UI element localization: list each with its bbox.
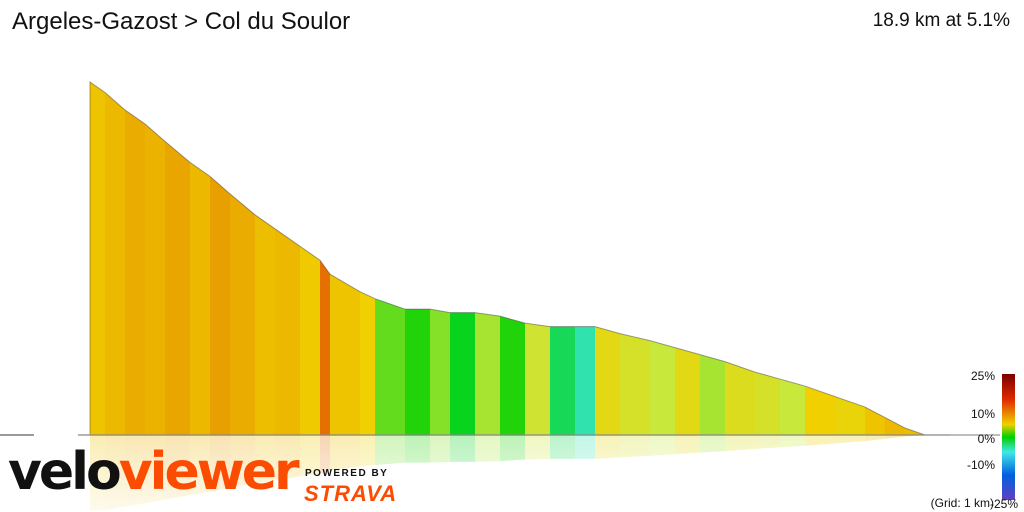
gradient-legend-bar [1002,374,1015,500]
gradient-segment-29 [725,361,755,435]
logo-accent: viewer [118,442,300,502]
gradient-segment-26 [650,340,675,435]
gradient-segment-13 [330,274,360,435]
gradient-segment-36 [905,428,925,435]
gradient-segment-18 [450,312,475,435]
gradient-segment-30 [755,372,780,435]
gradient-segment-21 [525,323,550,435]
gradient-segment-33 [835,396,865,435]
gradient-segment-9 [255,214,275,435]
gradient-segment-10 [275,228,300,435]
gradient-segment-24 [595,326,620,435]
gradient-segment-35 [885,417,905,435]
gradient-segment-16 [405,309,430,435]
powered-by-label: POWERED BY [305,468,389,479]
route-summary: 18.9 km at 5.1% [872,10,1010,31]
veloviewer-logo: veloviewer [8,446,300,498]
logo-main: velo [8,442,122,502]
gradient-segment-22 [550,326,575,435]
grid-note: (Grid: 1 km) [930,496,994,510]
gradient-segment-4 [145,123,165,435]
gradient-segment-19 [475,312,500,435]
legend-label-10: 10% [971,407,995,421]
reflection-fade [0,436,1024,512]
gradient-segment-12 [320,260,330,435]
gradient-segment-34 [865,407,885,435]
gradient-segment-23 [575,326,595,435]
gradient-segment-20 [500,316,525,435]
gradient-segment-25 [620,333,650,435]
gradient-segment-15 [375,298,405,435]
route-title: Argeles-Gazost > Col du Soulor [12,8,351,35]
gradient-segment-1 [90,82,105,435]
legend-label-0: 0% [978,432,996,446]
gradient-segment-27 [675,347,700,435]
gradient-segment-31 [780,379,805,435]
gradient-segment-28 [700,354,725,435]
gradient-segment-11 [300,246,320,435]
gradient-segment-5 [165,141,190,436]
gradient-segment-7 [210,176,230,435]
gradient-segment-3 [125,109,145,436]
legend-label-minus25: -25% [990,497,1018,511]
gradient-bars [90,82,925,436]
strava-logo: STRAVA [304,481,398,506]
gradient-segment-6 [190,162,210,435]
gradient-segment-17 [430,309,450,435]
gradient-segment-2 [105,92,125,436]
gradient-segment-32 [805,386,835,435]
legend-label-25: 25% [971,369,995,383]
gradient-segment-14 [360,291,375,435]
profile-outline [89,81,926,436]
gradient-segment-8 [230,193,255,435]
legend-label-minus10: -10% [967,458,995,472]
